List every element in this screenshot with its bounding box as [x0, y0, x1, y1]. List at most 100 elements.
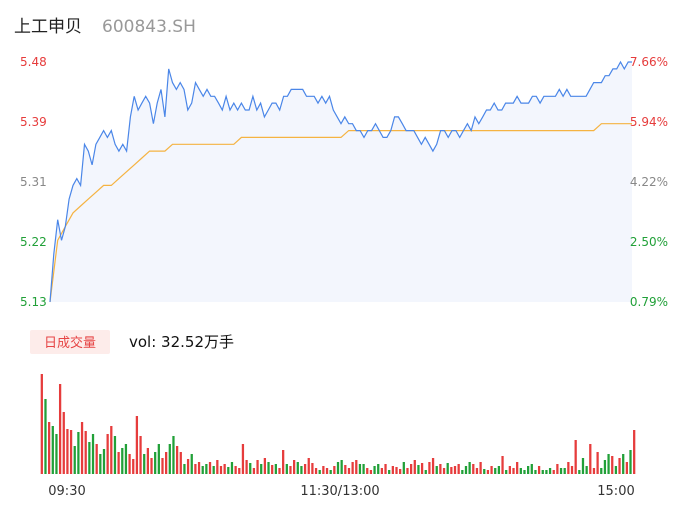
- volume-bar: [285, 464, 288, 474]
- volume-bar: [172, 436, 175, 474]
- volume-bar: [618, 458, 621, 474]
- volume-bar: [464, 466, 468, 474]
- volume-bar: [194, 464, 197, 474]
- volume-bar: [581, 458, 585, 474]
- volume-bar: [102, 449, 106, 474]
- volume-bar: [402, 462, 405, 474]
- volume-bar: [548, 468, 552, 474]
- stock-name: 上工申贝: [14, 17, 82, 37]
- volume-bar: [611, 456, 614, 474]
- volume-bar: [113, 436, 117, 474]
- volume-bar: [157, 444, 160, 474]
- volume-bar: [625, 462, 628, 474]
- volume-bar: [95, 444, 98, 474]
- volume-bar: [44, 399, 47, 474]
- volume-bar: [629, 450, 632, 474]
- volume-bar: [146, 448, 149, 474]
- volume-bar: [501, 456, 504, 474]
- time-tick-label: 15:00: [597, 484, 634, 499]
- volume-bar: [603, 460, 607, 474]
- volume-bar: [424, 470, 427, 474]
- volume-bar: [40, 374, 43, 474]
- volume-bar: [318, 470, 321, 474]
- volume-bar: [201, 466, 204, 474]
- volume-bar: [168, 444, 171, 474]
- volume-bar: [73, 446, 76, 474]
- volume-bar: [519, 468, 522, 474]
- volume-bar: [124, 444, 128, 474]
- volume-bar: [99, 454, 102, 474]
- volume-bar: [183, 464, 186, 474]
- volume-bar: [336, 462, 340, 474]
- volume-bar: [607, 454, 610, 474]
- volume-bar: [256, 460, 259, 474]
- volume-bar: [219, 466, 223, 474]
- volume-tab[interactable]: 日成交量: [44, 335, 96, 351]
- volume-bar: [428, 462, 431, 474]
- volume-bar: [121, 448, 124, 474]
- volume-bar: [472, 464, 475, 474]
- volume-bar: [512, 468, 515, 474]
- price-area-fill: [50, 62, 632, 302]
- volume-bar: [165, 452, 168, 474]
- volume-bar: [69, 430, 73, 474]
- volume-bar: [490, 466, 493, 474]
- volume-bar: [395, 467, 398, 474]
- volume-bar: [534, 470, 537, 474]
- volume-bar: [384, 464, 387, 474]
- volume-bar: [66, 429, 69, 474]
- volume-bar: [486, 470, 490, 474]
- volume-bar: [150, 458, 153, 474]
- volume-bar: [325, 468, 329, 474]
- stock-code: 600843.SH: [102, 17, 196, 37]
- volume-bar: [453, 466, 457, 474]
- volume-bar: [260, 464, 263, 474]
- volume-bar: [366, 468, 369, 474]
- volume-bar: [494, 468, 497, 474]
- volume-bar: [106, 434, 109, 474]
- volume-bar: [208, 462, 212, 474]
- percent-tick-label: 7.66%: [630, 55, 668, 69]
- volume-bar: [212, 466, 215, 474]
- volume-bar: [633, 430, 636, 474]
- volume-bar: [355, 460, 358, 474]
- price-tick-label: 5.31: [20, 175, 47, 189]
- volume-bar: [446, 463, 449, 474]
- volume-bar: [117, 452, 120, 474]
- volume-bar: [508, 466, 511, 474]
- volume-bar: [391, 466, 394, 474]
- volume-bar: [296, 462, 299, 474]
- volume-bar: [132, 459, 135, 474]
- volume-bar: [457, 464, 460, 474]
- volume-bar: [241, 444, 245, 474]
- volume-bar: [230, 462, 234, 474]
- volume-bar: [249, 463, 252, 474]
- volume-bar: [497, 466, 501, 474]
- volume-bar: [614, 466, 618, 474]
- volume-bar: [271, 465, 274, 474]
- price-series-line: [49, 60, 632, 303]
- volume-bar: [483, 469, 486, 474]
- volume-bar: [128, 454, 131, 474]
- price-panel: 5.48 5.39 5.31 5.22 5.13 7.66% 5.94% 4.22% 2.50…: [20, 55, 668, 309]
- time-tick-label: 09:30: [48, 484, 85, 499]
- volume-bar: [289, 466, 292, 474]
- price-tick-label: 5.22: [20, 235, 47, 249]
- volume-bar: [417, 465, 420, 474]
- volume-bar: [380, 468, 384, 474]
- price-axis: 5.48 5.39 5.31 5.22 5.13: [20, 55, 47, 309]
- volume-bar: [62, 412, 65, 474]
- volume-bar: [234, 466, 237, 474]
- volume-bar: [238, 468, 241, 474]
- volume-bar: [197, 462, 201, 474]
- volume-bar: [344, 465, 347, 474]
- volume-bar: [552, 470, 555, 474]
- volume-bar: [278, 468, 281, 474]
- volume-bar: [567, 462, 570, 474]
- volume-bar: [410, 464, 413, 474]
- volume-bar: [139, 436, 142, 474]
- volume-bar: [48, 422, 51, 474]
- average-price-line: [49, 123, 632, 303]
- volume-bar: [135, 416, 139, 474]
- volume-bars: [40, 374, 636, 474]
